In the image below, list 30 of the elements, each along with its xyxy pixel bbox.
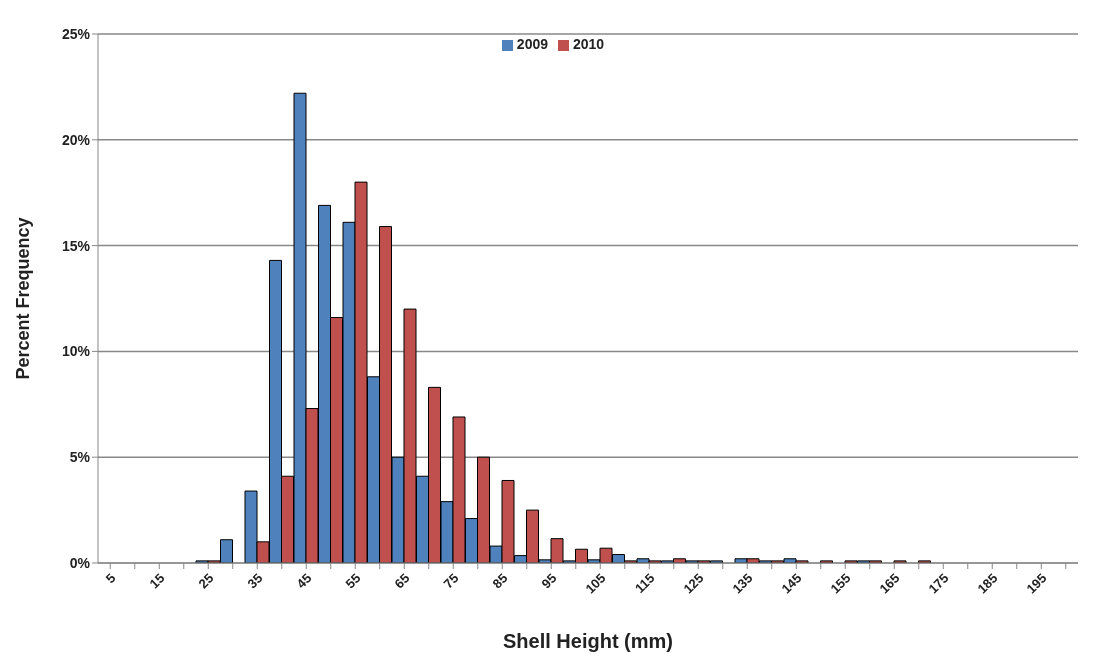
x-tick-label: 75 [440,570,462,592]
legend-label: 2009 [516,36,548,52]
x-tick-label: 135 [729,570,756,597]
x-tick-label: 195 [1023,570,1050,597]
y-tick-label: 0% [69,554,91,571]
x-tick-label: 95 [538,570,560,592]
x-tick-label: 35 [244,570,266,592]
x-tick-label: 145 [778,570,805,597]
x-tick-label: 175 [925,570,952,597]
x-tick-label: 5 [102,570,119,587]
x-tick-label: 165 [876,570,903,597]
x-tick-label: 125 [680,570,707,597]
x-tick-label: 105 [582,570,609,597]
y-tick-label: 15% [61,237,91,254]
legend-label: 2010 [573,36,605,52]
y-tick-label: 20% [61,131,91,148]
x-tick-label: 85 [489,570,511,592]
x-tick-label: 155 [827,570,854,597]
x-axis-title: Shell Height (mm) [502,630,674,652]
y-tick-label: 25% [61,25,91,42]
x-tick-label: 185 [974,570,1001,597]
y-tick-label: 10% [61,343,91,360]
x-tick-label: 65 [391,570,413,592]
x-tick-label: 15 [146,570,168,592]
x-tick-label: 45 [293,570,315,592]
x-tick-label: 115 [631,570,658,596]
x-tick-label: 55 [342,570,364,592]
y-tick-label: 5% [69,449,91,466]
y-axis-title: Percent Frequency [13,217,34,380]
x-tick-label: 25 [195,570,217,592]
